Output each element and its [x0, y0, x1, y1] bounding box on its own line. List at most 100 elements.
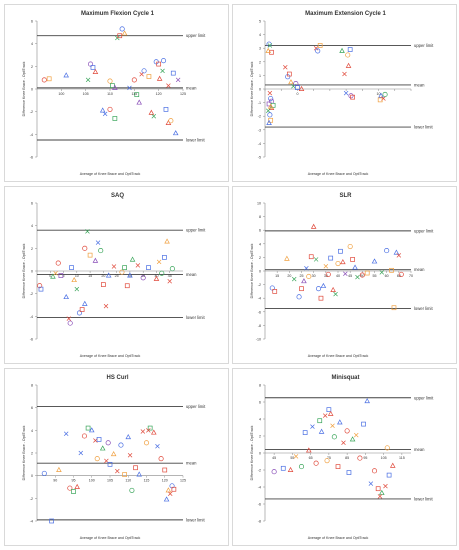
data-point — [287, 466, 294, 472]
data-point — [271, 469, 277, 475]
data-point — [396, 253, 402, 258]
x-tick-label: 5 — [63, 274, 65, 278]
data-point — [105, 440, 111, 446]
data-point — [76, 310, 83, 316]
data-point — [58, 273, 64, 278]
data-point — [140, 275, 146, 281]
data-point — [315, 286, 322, 292]
y-tick-label: 2 — [31, 247, 33, 251]
y-tick-label: -4 — [30, 520, 33, 524]
panel-max-extension: Maximum Extension Cycle 1 -5 -4 -3 -2 -1 0 1 2 3 4… — [232, 4, 457, 182]
data-point — [315, 48, 321, 54]
data-point — [398, 271, 404, 277]
data-point — [127, 272, 133, 278]
y-tick-label: -6 — [258, 310, 261, 314]
data-point — [163, 496, 170, 502]
upper-limit-label: upper limit — [186, 228, 206, 233]
data-point — [110, 451, 117, 457]
data-point — [384, 248, 390, 254]
x-tick-label: 25 — [300, 274, 304, 278]
data-point — [267, 112, 273, 118]
data-point — [337, 419, 343, 425]
data-point — [168, 118, 174, 124]
y-tick-label: 6 — [31, 20, 33, 24]
lower-limit-label: lower limit — [186, 138, 205, 143]
data-point — [327, 410, 334, 416]
data-point — [317, 43, 323, 48]
data-point — [318, 428, 325, 434]
data-point — [170, 70, 176, 76]
data-point — [341, 440, 346, 446]
data-point — [175, 77, 181, 83]
mean-limit-label: mean — [186, 461, 197, 466]
y-tick-label: 4 — [31, 42, 33, 46]
x-tick-label: 10 — [75, 274, 79, 278]
upper-limit-label: upper limit — [186, 33, 206, 38]
data-point — [165, 487, 172, 493]
data-point — [326, 407, 332, 413]
mean-limit-label: mean — [186, 272, 197, 277]
data-point — [82, 245, 88, 251]
y-tick-label: -1 — [258, 101, 261, 105]
x-tick-label: 105 — [107, 479, 113, 483]
y-axis-title: Difference Knee Brace - OptiTrack — [250, 243, 254, 298]
data-point — [85, 425, 91, 431]
x-tick-label: 120 — [162, 479, 168, 483]
data-point — [112, 84, 118, 90]
data-point — [94, 456, 100, 462]
x-axis-title: Average of Knee Brace and OptiTrack — [80, 536, 141, 540]
data-point — [371, 468, 378, 474]
data-point — [345, 52, 351, 58]
chart-title: Maximum Extension Cycle 1 — [305, 11, 386, 17]
data-point — [389, 267, 394, 273]
data-point — [382, 91, 388, 97]
data-point — [71, 489, 76, 494]
data-point — [347, 47, 353, 52]
x-tick-label: 105 — [381, 456, 387, 460]
data-point — [306, 273, 312, 279]
data-point — [71, 276, 77, 283]
data-point — [267, 43, 273, 48]
upper-limit-label: upper limit — [414, 43, 434, 48]
data-point — [136, 471, 142, 477]
data-point — [361, 421, 366, 427]
data-point — [269, 285, 275, 291]
chart-title: HS Curl — [106, 375, 128, 381]
y-tick-label: 2 — [259, 60, 261, 64]
data-point — [371, 258, 378, 264]
y-tick-label: 8 — [259, 384, 261, 388]
data-point — [119, 269, 125, 275]
data-point — [156, 61, 162, 67]
x-tick-label: 100 — [58, 92, 64, 96]
y-tick-label: 5 — [259, 20, 261, 24]
data-point — [122, 472, 127, 477]
data-point — [293, 454, 299, 459]
chart-svg: Maximum Flexion Cycle 1 -6 -4 -2 0 2 4 6 100 105 1… — [22, 11, 206, 176]
data-point — [66, 316, 72, 321]
y-tick-label: -8 — [258, 324, 261, 328]
data-point — [280, 465, 286, 471]
lower-limit-label: lower limit — [186, 315, 205, 320]
data-point — [296, 294, 302, 300]
data-point — [335, 260, 341, 267]
data-point — [87, 252, 93, 258]
data-point — [340, 259, 346, 265]
y-tick-label: -2 — [258, 115, 261, 119]
x-tick-label: 55 — [373, 274, 377, 278]
x-tick-label: 110 — [107, 92, 113, 96]
mean-limit-label: mean — [414, 82, 425, 87]
data-point — [87, 61, 94, 67]
data-point — [143, 440, 150, 446]
y-tick-label: 8 — [259, 215, 261, 219]
x-tick-label: 70 — [409, 274, 413, 278]
y-tick-label: 2 — [31, 452, 33, 456]
x-tick-label: 40 — [336, 274, 340, 278]
data-point — [324, 458, 330, 464]
y-tick-label: -10 — [256, 338, 261, 342]
data-point — [74, 483, 80, 489]
data-point — [162, 255, 167, 260]
data-point — [160, 68, 165, 74]
data-point — [92, 257, 99, 263]
data-point — [99, 445, 106, 451]
data-point — [317, 418, 323, 424]
